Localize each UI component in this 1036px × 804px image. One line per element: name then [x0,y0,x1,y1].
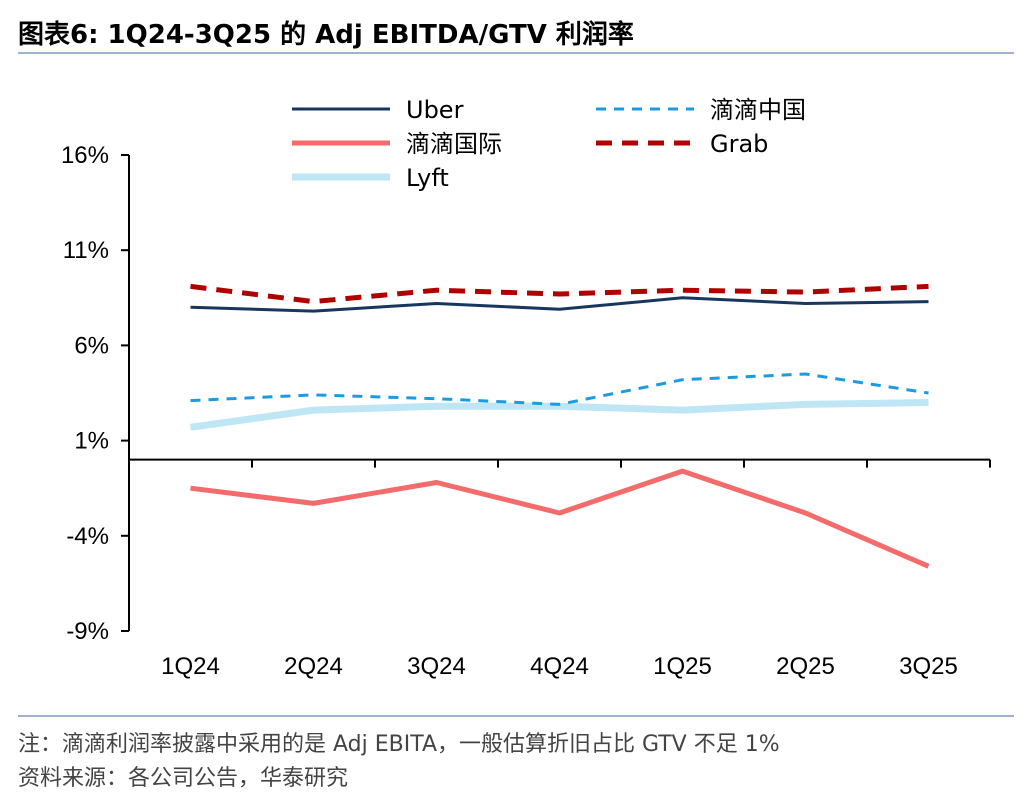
y-tick-label: 11% [63,237,109,264]
series-line-滴滴国际 [190,468,930,569]
y-tick-label: 16% [61,142,109,169]
legend-label: 滴滴国际 [406,130,502,158]
bottom-divider [18,715,1014,717]
series-line-Grab [190,283,929,305]
chart-series [190,283,930,569]
y-tick-label: -9% [66,618,109,645]
top-divider [18,52,1014,54]
x-tick-label: 3Q25 [899,653,958,680]
chart-axes: 16% 11% 6% 1% -4% -9% 1Q24 2Q24 3Q24 4Q24 1Q25 2Q25… [61,142,991,680]
x-tick-label: 2Q25 [776,653,835,680]
x-tick-label: 1Q25 [653,653,712,680]
y-tick-label: 1% [74,428,109,455]
line-chart: 16% 11% 6% 1% -4% -9% 1Q24 2Q24 3Q24 4Q24 1Q25 2Q25… [61,96,991,680]
source-note: 资料来源：各公司公告，华泰研究 [18,766,349,791]
x-tick-label: 3Q24 [407,653,466,680]
series-line-Uber [190,296,929,313]
legend-label: Lyft [406,164,449,192]
figure-title: 图表6: 1Q24-3Q25 的 Adj EBITDA/GTV 利润率 [18,20,634,50]
y-tick-label: -4% [66,523,109,550]
series-line-Lyft [190,399,929,431]
x-tick-label: 1Q24 [161,653,220,680]
footnote: 注：滴滴利润率披露中采用的是 Adj EBITA，一般估算折旧占比 GTV 不足… [18,732,780,757]
x-tick-label: 4Q24 [530,653,589,680]
legend-label: Grab [710,130,768,158]
legend-label: 滴滴中国 [710,96,806,124]
series-line-滴滴中国 [190,372,929,406]
y-tick-label: 6% [74,332,109,359]
legend-label: Uber [406,96,464,124]
x-tick-label: 2Q24 [284,653,343,680]
